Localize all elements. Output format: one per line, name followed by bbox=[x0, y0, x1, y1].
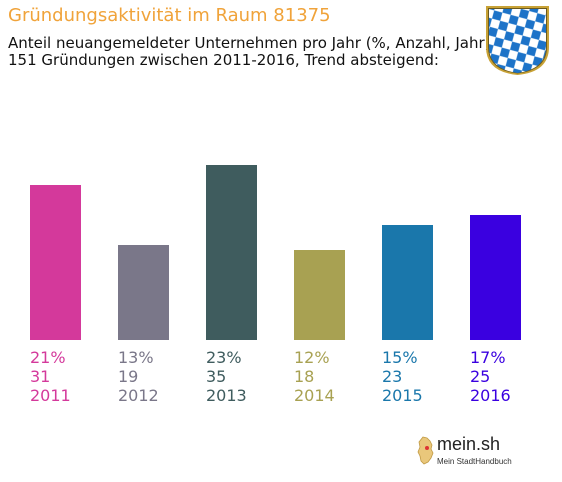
subtitle-line-1: Anteil neuangemeldeter Unternehmen pro J… bbox=[8, 34, 491, 52]
year-label: 2014 bbox=[294, 386, 335, 405]
subtitle-line-2: 151 Gründungen zwischen 2011-2016, Trend… bbox=[8, 51, 439, 69]
mein-sh-logo: mein.sh Mein StadtHandbuch bbox=[415, 432, 525, 472]
year-label: 2012 bbox=[118, 386, 159, 405]
bar-2012 bbox=[118, 245, 169, 340]
year-label: 2011 bbox=[30, 386, 71, 405]
count-label: 23 bbox=[382, 367, 403, 386]
percent-label: 12% bbox=[294, 348, 330, 367]
chart-title: Gründungsaktivität im Raum 81375 bbox=[8, 5, 331, 26]
count-label: 25 bbox=[470, 367, 491, 386]
count-label: 18 bbox=[294, 367, 315, 386]
bar-2015 bbox=[382, 225, 433, 340]
percent-label: 23% bbox=[206, 348, 242, 367]
logo-text: mein.sh bbox=[437, 434, 501, 454]
percent-label: 21% bbox=[30, 348, 66, 367]
bar-2011 bbox=[30, 185, 81, 340]
percent-label: 15% bbox=[382, 348, 418, 367]
year-label: 2015 bbox=[382, 386, 423, 405]
bar-2016 bbox=[470, 215, 521, 340]
count-label: 35 bbox=[206, 367, 227, 386]
logo-tagline: Mein StadtHandbuch bbox=[437, 457, 512, 466]
percent-label: 17% bbox=[470, 348, 506, 367]
bar-2013 bbox=[206, 165, 257, 340]
count-label: 19 bbox=[118, 367, 139, 386]
germany-map-icon bbox=[417, 436, 434, 465]
year-label: 2013 bbox=[206, 386, 247, 405]
chart-subtitle: Anteil neuangemeldeter Unternehmen pro J… bbox=[8, 35, 491, 69]
bavarian-crest-icon bbox=[486, 6, 549, 75]
count-label: 31 bbox=[30, 367, 51, 386]
bar-2014 bbox=[294, 250, 345, 340]
percent-label: 13% bbox=[118, 348, 154, 367]
year-label: 2016 bbox=[470, 386, 511, 405]
